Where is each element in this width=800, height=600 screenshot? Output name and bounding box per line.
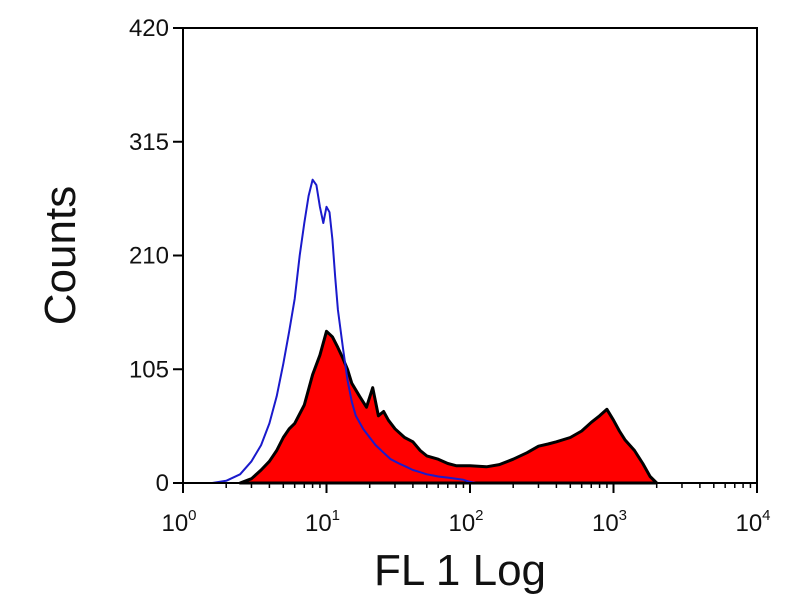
x-tick-label-exponent: 1 (332, 507, 340, 524)
x-tick-label: 100 (161, 507, 196, 537)
x-tick-label-base: 10 (592, 510, 619, 537)
x-tick-label-base: 10 (305, 510, 332, 537)
y-tick-label: 210 (129, 243, 169, 270)
x-axis-title: FL 1 Log (374, 546, 546, 595)
x-tick-label-exponent: 2 (475, 507, 483, 524)
x-axis: 100 101 102 103 104 (161, 483, 771, 537)
y-axis-title: Counts (36, 186, 85, 325)
x-tick-label: 104 (735, 507, 770, 537)
x-tick-label-base: 10 (161, 510, 188, 537)
x-tick-label-exponent: 4 (762, 507, 770, 524)
x-tick-label-base: 10 (735, 510, 762, 537)
y-tick-label: 0 (156, 470, 169, 497)
series-0-filled-histogram (238, 329, 659, 485)
y-axis: 0 105 210 315 420 (129, 15, 183, 497)
x-tick-label-exponent: 0 (188, 507, 196, 524)
y-tick-label: 105 (129, 356, 169, 383)
x-tick-label: 101 (305, 507, 340, 537)
x-tick-label: 103 (592, 507, 627, 537)
series-1-outline-histogram (212, 178, 477, 484)
x-tick-label-exponent: 3 (619, 507, 627, 524)
series-layer (212, 178, 659, 485)
x-tick-label-base: 10 (448, 510, 475, 537)
x-tick-label: 102 (448, 507, 483, 537)
y-tick-label: 315 (129, 129, 169, 156)
y-tick-label: 420 (129, 15, 169, 42)
